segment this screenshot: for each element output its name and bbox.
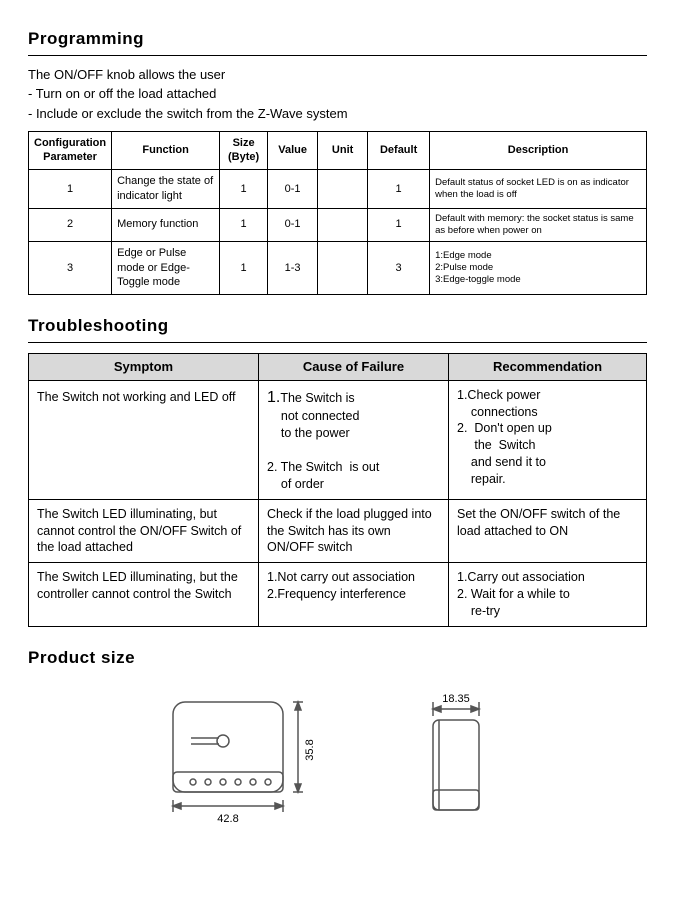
table-row: 1 Change the state of indicator light 1 …	[29, 170, 647, 209]
cell-default: 1	[368, 208, 430, 241]
cell-size: 1	[220, 241, 268, 295]
cell-cause: 1.Not carry out association2.Frequency i…	[259, 563, 449, 627]
section-programming-title: Programming	[28, 28, 647, 56]
cell-value: 0-1	[268, 208, 318, 241]
header-description: Description	[430, 131, 647, 170]
troubleshooting-table: Symptom Cause of Failure Recommendation …	[28, 353, 647, 627]
configuration-table: Configuration Parameter Function Size (B…	[28, 131, 647, 296]
header-recommendation: Recommendation	[449, 354, 647, 381]
front-view-drawing: 35.8 42.8	[153, 692, 343, 832]
header-symptom: Symptom	[29, 354, 259, 381]
header-param: Configuration Parameter	[29, 131, 112, 170]
cell-function: Edge or Pulse mode or Edge-Toggle mode	[112, 241, 220, 295]
cell-unit	[318, 241, 368, 295]
intro-line-1: The ON/OFF knob allows the user	[28, 66, 647, 84]
table-header-row: Configuration Parameter Function Size (B…	[29, 131, 647, 170]
header-default: Default	[368, 131, 430, 170]
cell-size: 1	[220, 170, 268, 209]
product-size-diagram: 35.8 42.8 18.35	[28, 692, 647, 832]
cell-description: Default with memory: the socket status i…	[430, 208, 647, 241]
section-troubleshooting-title: Troubleshooting	[28, 315, 647, 343]
cell-description: Default status of socket LED is on as in…	[430, 170, 647, 209]
cell-default: 1	[368, 170, 430, 209]
cell-param: 3	[29, 241, 112, 295]
cell-description: 1:Edge mode2:Pulse mode3:Edge-toggle mod…	[430, 241, 647, 295]
table-header-row: Symptom Cause of Failure Recommendation	[29, 354, 647, 381]
table-row: 2 Memory function 1 0-1 1 Default with m…	[29, 208, 647, 241]
cell-function: Change the state of indicator light	[112, 170, 220, 209]
dim-depth: 18.35	[442, 693, 470, 705]
intro-block: The ON/OFF knob allows the user - Turn o…	[28, 66, 647, 123]
cell-param: 1	[29, 170, 112, 209]
cell-recommendation: 1.Check power connections 2. Don't open …	[449, 380, 647, 499]
header-unit: Unit	[318, 131, 368, 170]
table-row: The Switch LED illuminating, but the con…	[29, 563, 647, 627]
header-value: Value	[268, 131, 318, 170]
cell-value: 0-1	[268, 170, 318, 209]
header-function: Function	[112, 131, 220, 170]
cell-recommendation: Set the ON/OFF switch of the load attach…	[449, 499, 647, 563]
cell-cause: Check if the load plugged into the Switc…	[259, 499, 449, 563]
section-product-size-title: Product size	[28, 647, 647, 674]
header-cause: Cause of Failure	[259, 354, 449, 381]
cell-symptom: The Switch LED illuminating, but cannot …	[29, 499, 259, 563]
dim-width: 42.8	[217, 813, 238, 825]
table-row: 3 Edge or Pulse mode or Edge-Toggle mode…	[29, 241, 647, 295]
dim-height: 35.8	[304, 739, 316, 760]
cell-symptom: The Switch not working and LED off	[29, 380, 259, 499]
intro-line-3: - Include or exclude the switch from the…	[28, 105, 647, 123]
cell-size: 1	[220, 208, 268, 241]
cell-unit	[318, 208, 368, 241]
cell-param: 2	[29, 208, 112, 241]
table-row: The Switch not working and LED off 1.The…	[29, 380, 647, 499]
cell-function: Memory function	[112, 208, 220, 241]
cell-default: 3	[368, 241, 430, 295]
cell-symptom: The Switch LED illuminating, but the con…	[29, 563, 259, 627]
cell-cause: 1.The Switch is not connected to the pow…	[259, 380, 449, 499]
table-row: The Switch LED illuminating, but cannot …	[29, 499, 647, 563]
side-view-drawing: 18.35	[403, 692, 523, 832]
cell-unit	[318, 170, 368, 209]
cell-recommendation: 1.Carry out association2. Wait for a whi…	[449, 563, 647, 627]
intro-line-2: - Turn on or off the load attached	[28, 85, 647, 103]
header-size: Size (Byte)	[220, 131, 268, 170]
cell-value: 1-3	[268, 241, 318, 295]
